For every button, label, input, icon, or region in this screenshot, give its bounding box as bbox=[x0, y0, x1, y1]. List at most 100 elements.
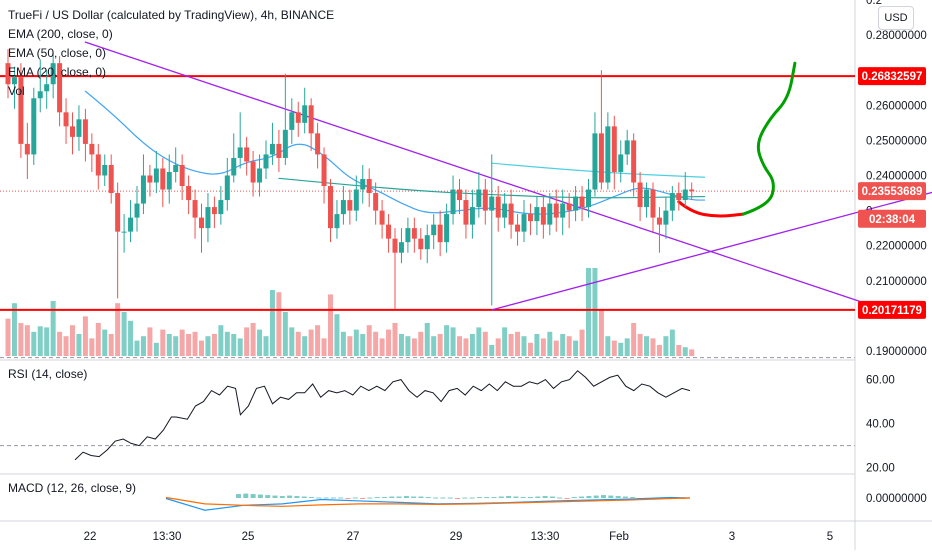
candle-body bbox=[495, 196, 501, 218]
candle-body bbox=[89, 143, 95, 155]
macd-histogram-bar bbox=[367, 497, 373, 499]
volume-bar bbox=[160, 329, 166, 356]
volume-bar bbox=[89, 338, 95, 356]
rsi-pane-label[interactable]: RSI (14, close) bbox=[8, 367, 88, 381]
volume-bar bbox=[444, 325, 450, 356]
volume-bar bbox=[128, 320, 134, 356]
macd-histogram-bar bbox=[630, 497, 636, 499]
candle-body bbox=[353, 189, 359, 211]
candle-body bbox=[95, 154, 101, 176]
candle-body bbox=[218, 200, 224, 215]
volume-bar bbox=[50, 301, 56, 356]
candle-body bbox=[540, 207, 546, 225]
volume-bar bbox=[250, 323, 256, 356]
legend-vol[interactable]: Vol bbox=[8, 84, 25, 98]
candle-body bbox=[315, 133, 321, 155]
volume-bar bbox=[121, 312, 127, 356]
candle-body bbox=[598, 133, 604, 183]
macd-histogram-bar bbox=[571, 497, 577, 499]
macd-histogram-bar bbox=[484, 497, 490, 499]
candle-body bbox=[618, 154, 624, 172]
legend-ema20[interactable]: EMA (20, close, 0) bbox=[8, 65, 107, 79]
legend-ema200[interactable]: EMA (200, close, 0) bbox=[8, 27, 113, 41]
candle-body bbox=[611, 126, 617, 172]
volume-bar bbox=[302, 336, 308, 356]
volume-bar bbox=[437, 334, 443, 356]
price-label-text: 02:38:04 bbox=[869, 214, 916, 226]
macd-histogram-bar bbox=[301, 496, 307, 498]
volume-bar bbox=[482, 331, 488, 356]
volume-bar bbox=[360, 334, 366, 356]
volume-bar bbox=[44, 327, 50, 356]
volume-bar bbox=[366, 325, 372, 356]
candle-body bbox=[250, 161, 256, 183]
candle-body bbox=[321, 154, 327, 187]
candle-body bbox=[340, 200, 346, 215]
candle-body bbox=[605, 126, 611, 183]
volume-bar bbox=[211, 334, 217, 356]
price-axis-tick: 0.25000000 bbox=[866, 135, 927, 147]
macd-histogram-bar bbox=[506, 496, 512, 498]
volume-bar bbox=[598, 309, 604, 356]
candle-body bbox=[644, 189, 650, 208]
candle-body bbox=[463, 200, 469, 225]
candle-body bbox=[386, 224, 392, 239]
volume-bar bbox=[153, 342, 159, 356]
candle-body bbox=[173, 164, 179, 172]
macd-histogram-bar bbox=[403, 496, 409, 498]
currency-selector[interactable]: USD bbox=[878, 6, 914, 30]
legend-title[interactable]: TrueFi / US Dollar (calculated by Tradin… bbox=[8, 8, 335, 22]
volume-bar bbox=[95, 323, 101, 356]
macd-histogram-bar bbox=[601, 495, 606, 498]
candle-body bbox=[289, 112, 295, 130]
volume-bar bbox=[469, 334, 475, 356]
price-label-badge bbox=[858, 182, 926, 201]
candle-body bbox=[663, 210, 669, 225]
volume-bar bbox=[269, 290, 275, 356]
macd-histogram-bar bbox=[294, 496, 300, 498]
candle-body bbox=[579, 196, 585, 208]
candle-body bbox=[592, 133, 598, 190]
macd-histogram-bar bbox=[250, 494, 256, 498]
time-axis-tick: 25 bbox=[242, 531, 255, 543]
price-axis-tick: 0.24000000 bbox=[866, 170, 927, 182]
volume-bar bbox=[295, 331, 301, 356]
volume-bar bbox=[347, 336, 353, 356]
time-axis-tick: 27 bbox=[347, 531, 360, 543]
candle-body bbox=[624, 140, 630, 155]
red-projection-curve bbox=[677, 200, 745, 218]
legend-ema50[interactable]: EMA (50, close, 0) bbox=[8, 46, 107, 60]
candle-body bbox=[179, 164, 185, 187]
candle-body bbox=[269, 143, 275, 155]
volume-bar bbox=[173, 336, 179, 356]
volume-bar bbox=[534, 334, 540, 356]
volume-bar bbox=[192, 331, 198, 356]
candle-body bbox=[405, 228, 411, 243]
candle-body bbox=[489, 196, 495, 211]
candle-body bbox=[140, 175, 146, 204]
volume-bar bbox=[682, 347, 688, 356]
macd-histogram-bar bbox=[316, 497, 322, 499]
macd-histogram-bar bbox=[593, 495, 599, 498]
candle-body bbox=[128, 217, 134, 232]
candle-body bbox=[347, 200, 353, 211]
volume-bar bbox=[637, 334, 643, 356]
volume-bar bbox=[224, 331, 230, 356]
macd-histogram-bar bbox=[345, 498, 351, 499]
macd-histogram-bar bbox=[272, 495, 278, 498]
candle-body bbox=[379, 210, 385, 225]
candle-body bbox=[508, 203, 514, 225]
volume-bar bbox=[57, 331, 63, 356]
candle-body bbox=[469, 207, 475, 225]
volume-bar bbox=[257, 329, 263, 356]
macd-pane-label[interactable]: MACD (12, 26, close, 9) bbox=[8, 481, 137, 495]
macd-histogram-bar bbox=[586, 496, 592, 498]
macd-histogram-bar bbox=[440, 497, 446, 499]
candle-body bbox=[521, 214, 527, 232]
volume-bar bbox=[282, 312, 288, 356]
macd-histogram-bar bbox=[287, 495, 293, 498]
candle-body bbox=[147, 175, 153, 183]
volume-bar bbox=[495, 338, 501, 356]
